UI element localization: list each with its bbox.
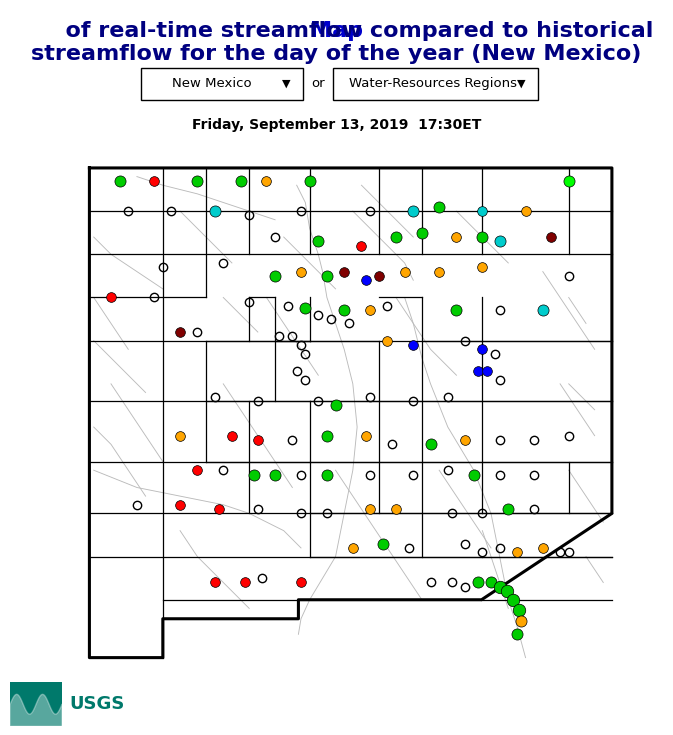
Text: Friday, September 13, 2019  17:30ET: Friday, September 13, 2019 17:30ET (192, 118, 481, 132)
Text: New Mexico: New Mexico (172, 77, 251, 90)
FancyBboxPatch shape (333, 68, 538, 100)
Text: streamflow for the day of the year (New Mexico): streamflow for the day of the year (New … (32, 44, 641, 64)
Text: of real-time streamflow compared to historical: of real-time streamflow compared to hist… (20, 21, 653, 40)
Text: Map: Map (310, 21, 363, 40)
Bar (9, 682, 61, 726)
FancyBboxPatch shape (141, 68, 303, 100)
Text: USGS: USGS (69, 695, 125, 713)
Text: ▼: ▼ (518, 79, 526, 89)
Text: ▼: ▼ (282, 79, 290, 89)
Text: Water-Resources Regions: Water-Resources Regions (349, 77, 517, 90)
Text: or: or (311, 77, 324, 90)
